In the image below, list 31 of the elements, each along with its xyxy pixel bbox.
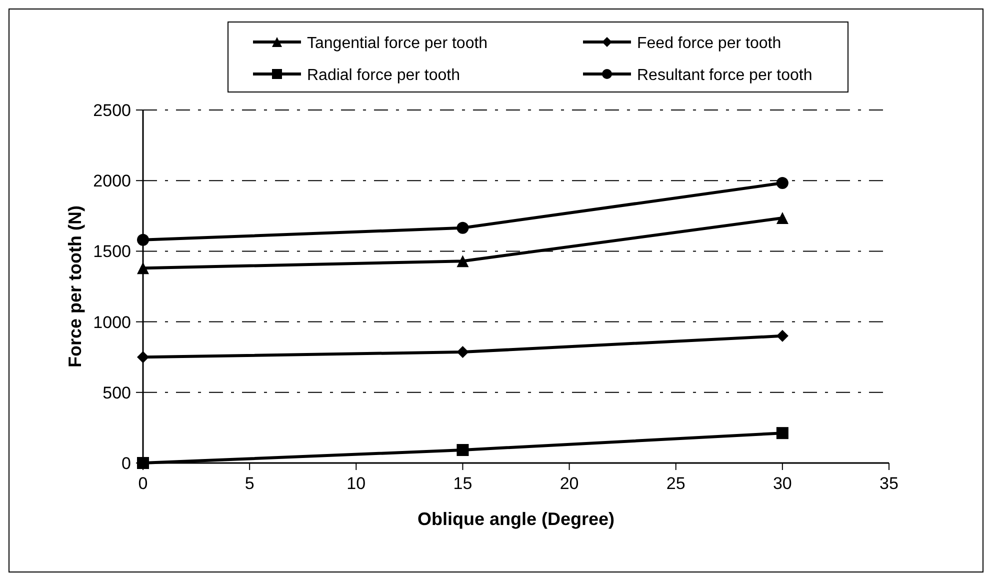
y-tick-label: 0 (122, 454, 131, 473)
point (456, 346, 469, 358)
x-tick-label: 35 (880, 474, 898, 493)
point (456, 222, 469, 234)
x-tick-label: 5 (244, 474, 254, 493)
x-tick-label: 30 (772, 474, 792, 493)
x-axis-title: Oblique angle (Degree) (417, 509, 615, 529)
point (456, 444, 469, 456)
y-tick-label: 2500 (93, 101, 131, 120)
y-axis-title: Force per tooth (N) (65, 206, 85, 368)
point (776, 427, 788, 440)
point (456, 255, 469, 268)
x-tick-label: 10 (346, 474, 366, 493)
point (137, 262, 149, 274)
legend-label: Tangential force per tooth (307, 35, 488, 52)
point (776, 330, 788, 342)
x-tick-label: 25 (666, 474, 686, 493)
y-tick-label: 1500 (93, 242, 131, 262)
legend-label: Radial force per tooth (307, 67, 460, 84)
y-tick-label: 2000 (93, 172, 131, 191)
point (776, 177, 788, 189)
y-tick-label: 1000 (93, 312, 131, 332)
point (137, 234, 149, 246)
x-tick-label: 15 (453, 474, 472, 493)
legend-label: Resultant force per tooth (637, 67, 812, 84)
legend-label: Feed force per tooth (637, 35, 782, 52)
point (776, 212, 788, 224)
x-tick-label: 20 (560, 474, 579, 493)
y-tick-label: 500 (102, 383, 131, 402)
point (137, 351, 149, 364)
x-tick-label: 0 (138, 474, 148, 493)
